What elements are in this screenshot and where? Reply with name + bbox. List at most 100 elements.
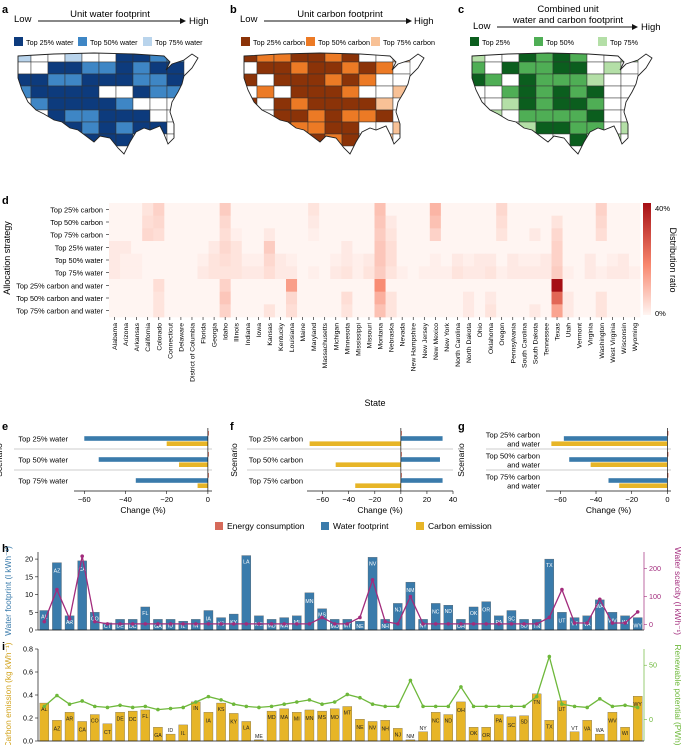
heatmap-cell	[274, 241, 287, 255]
bar-label: DC	[129, 717, 137, 723]
bar-label: DE	[116, 623, 124, 629]
map-region	[290, 133, 309, 147]
heatmap-cell	[208, 279, 221, 293]
panel-letter-d: d	[2, 195, 9, 207]
x-axis-label: Change (%)	[586, 505, 632, 515]
map-region	[115, 121, 134, 135]
map-region	[375, 121, 394, 135]
bar-label: OH	[457, 708, 465, 714]
bar	[481, 601, 491, 631]
heatmap-cell	[595, 279, 608, 293]
heatmap-cell	[341, 266, 353, 280]
heatmap-cell	[496, 203, 508, 217]
map-region	[273, 53, 292, 63]
bar	[127, 710, 138, 742]
panel-letter-e: e	[2, 421, 8, 433]
y-tick-label: 0.0	[23, 737, 33, 746]
line-point	[585, 705, 589, 710]
bar	[367, 557, 378, 631]
bar-label: MO	[331, 715, 339, 721]
map-region	[256, 85, 275, 99]
heatmap-cell	[109, 266, 121, 280]
heatmap-col-label: California	[145, 323, 152, 352]
heatmap-cell	[252, 253, 265, 267]
heatmap-cell	[595, 304, 608, 318]
heatmap-cell	[297, 215, 309, 229]
y-axis-label: Scenario	[229, 443, 239, 477]
bar-label: IN	[193, 706, 198, 712]
heatmap-cell	[562, 228, 575, 242]
map-region	[586, 85, 605, 99]
line-point	[118, 703, 122, 708]
heatmap-cell	[153, 228, 165, 242]
bar	[418, 731, 428, 742]
heatmap-cell	[374, 203, 386, 217]
heatmap-cell	[529, 279, 541, 293]
heatmap-col-label: Kansas	[267, 322, 274, 345]
heatmap-cell	[286, 215, 298, 229]
heatmap-cell	[551, 228, 563, 242]
map-region	[81, 97, 100, 111]
bar	[241, 555, 252, 631]
heatmap-cell	[595, 241, 608, 255]
bar-label: PA	[496, 719, 503, 725]
heatmap-cell	[164, 228, 176, 242]
heatmap-cell	[142, 241, 154, 255]
heatmap-cell	[352, 266, 364, 280]
map-region	[81, 73, 100, 87]
heatmap-row-label: Top 75% carbon	[50, 231, 103, 240]
heatmap-cell	[341, 253, 353, 267]
bar-water-footprint	[400, 436, 443, 441]
bar-label: LA	[243, 560, 250, 566]
line-point	[332, 622, 337, 626]
heatmap-cell	[164, 291, 176, 305]
heatmap-col-label: Maryland	[311, 323, 318, 351]
heatmap-cell	[385, 279, 398, 293]
heatmap-cell	[252, 215, 265, 229]
heatmap-cell	[463, 266, 475, 280]
heatmap-cell	[507, 291, 519, 305]
y2-tick-label: 0	[649, 715, 653, 724]
legend-top25-combined: Top 25%	[482, 38, 511, 47]
heatmap-cell	[197, 266, 209, 280]
map-region	[64, 109, 83, 123]
heatmap-col-label: Nebraska	[389, 323, 396, 352]
heatmap-cell	[208, 291, 221, 305]
line-point	[370, 578, 375, 582]
panel-c-title-2: water and carbon footprint	[512, 15, 624, 26]
line-point	[484, 622, 488, 626]
map-region	[518, 109, 537, 123]
heatmap-cell	[485, 253, 497, 267]
bar-energy-consumption	[207, 452, 209, 457]
bar-label: AR	[66, 620, 73, 626]
heatmap-cell	[485, 203, 497, 217]
map-region	[603, 73, 622, 87]
map-region	[501, 53, 520, 63]
heatmap-cell	[286, 241, 298, 255]
heatmap-cell	[142, 253, 154, 267]
heatmap-col-label: Ohio	[477, 323, 484, 338]
heatmap-cell	[463, 241, 475, 255]
map-region	[552, 85, 571, 99]
map-region	[569, 97, 588, 111]
map-region	[552, 133, 571, 147]
heatmap-cell	[131, 291, 143, 305]
heatmap-cell	[131, 215, 143, 229]
map-region	[552, 61, 571, 75]
heatmap-cell	[496, 215, 508, 229]
heatmap-cell	[208, 266, 221, 280]
heatmap-cell	[308, 228, 320, 242]
line-point	[257, 705, 261, 710]
bar	[329, 708, 340, 742]
map-region	[472, 109, 486, 123]
heatmap-cell	[219, 304, 232, 318]
map-region	[166, 97, 185, 111]
line-point	[497, 622, 501, 626]
heatmap-cell	[507, 253, 519, 267]
heatmap-cell	[507, 228, 519, 242]
map-region	[244, 97, 258, 111]
map-region	[552, 121, 571, 135]
panel-c-arrowhead	[632, 24, 638, 30]
y-axis-label: Scenario	[456, 443, 466, 477]
map-region	[484, 97, 503, 111]
